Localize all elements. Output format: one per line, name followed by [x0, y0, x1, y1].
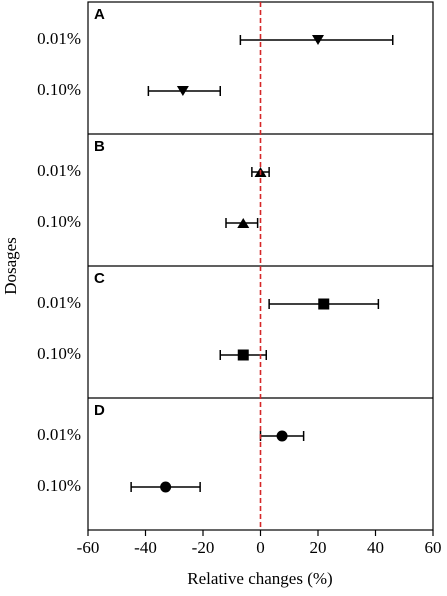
x-tick-label: 20	[310, 538, 327, 557]
x-tick-label: 0	[256, 538, 265, 557]
y-tick-label: 0.01%	[37, 29, 81, 48]
point	[312, 35, 324, 45]
x-tick-label: 60	[425, 538, 442, 557]
panel-label: B	[94, 138, 105, 155]
y-tick-label: 0.01%	[37, 161, 81, 180]
y-axis-label: Dosages	[1, 237, 20, 295]
panel-label: D	[94, 402, 105, 419]
y-tick-label: 0.10%	[37, 344, 81, 363]
point	[237, 349, 249, 361]
x-tick-label: -40	[134, 538, 157, 557]
y-tick-label: 0.10%	[37, 80, 81, 99]
point	[176, 86, 189, 96]
point	[276, 430, 288, 442]
y-tick-label: 0.01%	[37, 293, 81, 312]
y-tick-label: 0.01%	[37, 425, 81, 444]
x-tick-label: -20	[192, 538, 215, 557]
point	[237, 218, 250, 228]
point	[160, 481, 172, 493]
x-tick-label: 40	[367, 538, 384, 557]
x-axis-label: Relative changes (%)	[187, 569, 332, 588]
y-tick-label: 0.10%	[37, 212, 81, 231]
point	[318, 298, 330, 310]
panel-label: C	[94, 270, 105, 287]
panel-label: A	[94, 6, 105, 23]
y-tick-label: 0.10%	[37, 476, 81, 495]
x-tick-label: -60	[77, 538, 100, 557]
